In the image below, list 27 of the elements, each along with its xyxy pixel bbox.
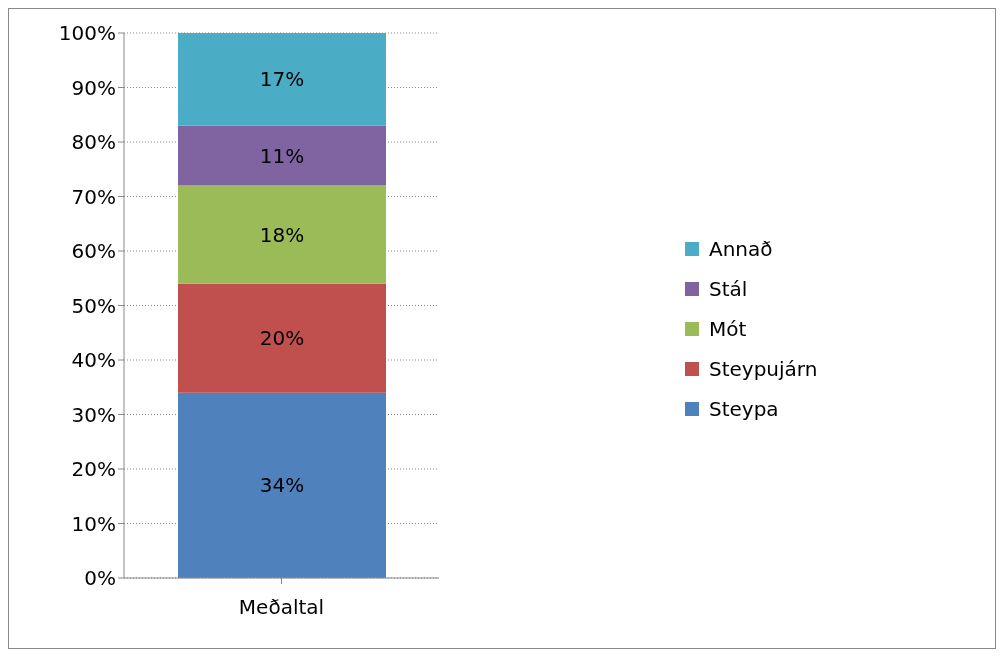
data-label: 34% — [259, 473, 305, 498]
y-tick-label: 60% — [71, 239, 116, 264]
y-tick-label: 30% — [71, 402, 116, 427]
y-tick-label: 40% — [71, 348, 116, 373]
legend-label: Mót — [709, 316, 747, 341]
data-label: 18% — [259, 222, 305, 247]
data-label: 17% — [259, 67, 305, 92]
legend-label: Steypujárn — [709, 356, 818, 381]
legend-label: Annað — [709, 236, 773, 261]
data-label: 20% — [259, 326, 305, 351]
legend-label: Steypa — [709, 396, 779, 421]
y-tick-label: 20% — [71, 457, 116, 482]
y-tick-label: 90% — [71, 75, 116, 100]
bar — [178, 33, 386, 126]
bar — [178, 392, 386, 578]
bar — [178, 185, 386, 284]
legend-label: Stál — [709, 276, 748, 301]
y-tick-label: 70% — [71, 184, 116, 209]
y-tick-label: 10% — [71, 511, 116, 536]
y-tick-label: 100% — [58, 21, 116, 46]
y-tick-label: 80% — [71, 130, 116, 155]
x-tick-label: Meðaltal — [238, 595, 325, 620]
bar — [178, 283, 386, 393]
bar — [178, 125, 386, 186]
y-tick-label: 0% — [84, 566, 116, 591]
y-tick-label: 50% — [71, 293, 116, 318]
data-label: 11% — [259, 143, 305, 168]
